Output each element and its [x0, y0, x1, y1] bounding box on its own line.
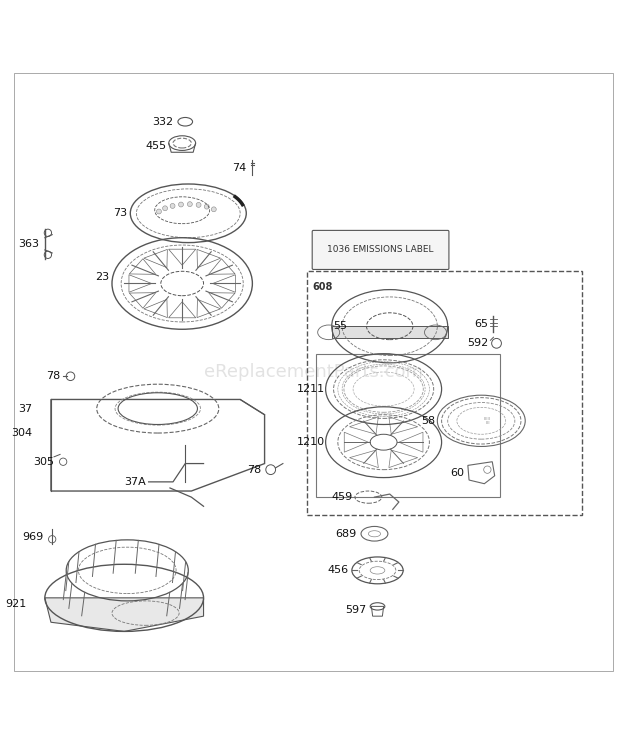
Text: 55: 55 — [333, 321, 347, 331]
Text: 608: 608 — [312, 282, 332, 292]
Text: 58: 58 — [422, 416, 435, 426]
Text: 1210: 1210 — [297, 437, 325, 447]
Text: 921: 921 — [6, 599, 27, 609]
Circle shape — [205, 204, 209, 209]
Circle shape — [162, 206, 167, 211]
Bar — [316, 353, 500, 497]
Text: 60: 60 — [450, 468, 464, 478]
Bar — [308, 272, 582, 516]
Text: 455: 455 — [146, 141, 167, 151]
Text: 304: 304 — [12, 428, 33, 438]
Text: 459: 459 — [332, 492, 353, 502]
Text: 456: 456 — [327, 565, 348, 575]
Text: 1211: 1211 — [297, 384, 325, 394]
Text: 23: 23 — [95, 272, 109, 283]
Circle shape — [211, 207, 216, 212]
Text: 689: 689 — [335, 529, 356, 539]
Text: 969: 969 — [22, 532, 43, 542]
Text: eReplacementParts.com: eReplacementParts.com — [204, 363, 423, 381]
Circle shape — [187, 202, 192, 207]
Polygon shape — [332, 326, 448, 339]
Text: 65: 65 — [474, 319, 489, 330]
Text: 74: 74 — [232, 162, 246, 173]
Text: 78: 78 — [247, 465, 262, 475]
Text: 363: 363 — [18, 239, 38, 248]
Text: 37A: 37A — [124, 477, 146, 487]
Text: 332: 332 — [152, 117, 173, 126]
Circle shape — [170, 203, 175, 208]
Text: 1036 EMISSIONS LABEL: 1036 EMISSIONS LABEL — [327, 246, 434, 254]
Text: 597: 597 — [345, 605, 366, 615]
Text: 73: 73 — [113, 208, 127, 218]
Text: 78: 78 — [46, 371, 60, 381]
Polygon shape — [45, 598, 203, 632]
Circle shape — [196, 202, 201, 208]
Circle shape — [179, 202, 184, 207]
Text: 592: 592 — [467, 339, 489, 348]
Circle shape — [156, 209, 161, 214]
Text: IIIIII
IIII: IIIIII IIII — [484, 417, 491, 425]
FancyBboxPatch shape — [312, 231, 449, 269]
Text: 305: 305 — [33, 457, 54, 466]
Text: 37: 37 — [19, 404, 33, 414]
